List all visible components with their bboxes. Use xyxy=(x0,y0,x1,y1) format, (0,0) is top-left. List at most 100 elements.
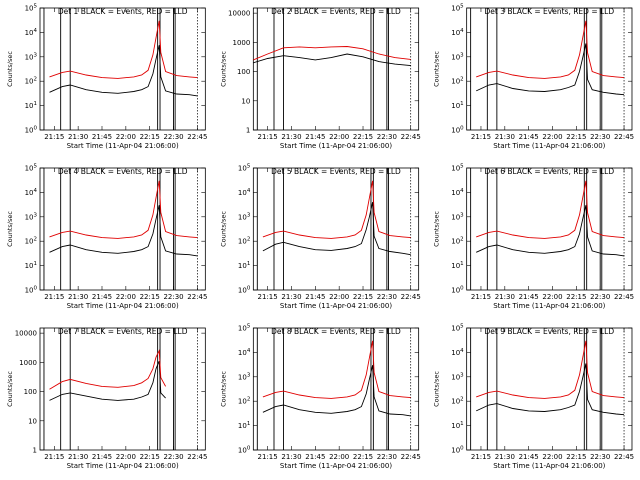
plot-frame xyxy=(252,167,420,291)
x-tick-label: 22:15 xyxy=(566,453,586,461)
y-tick-label: 10 xyxy=(28,417,37,425)
y-tick-label: 104 xyxy=(238,348,251,357)
y-tick-label: 100 xyxy=(451,126,464,135)
x-tick-label: 21:45 xyxy=(305,133,325,141)
events-series-line xyxy=(476,43,625,96)
lld-series-line xyxy=(476,340,625,399)
y-tick-label: 102 xyxy=(451,77,463,86)
y-tick-label: 102 xyxy=(238,397,250,406)
detector-panel-2: Det 2 BLACK = Events, RED = LLD 1 10 100 100… xyxy=(219,7,420,150)
x-tick-label: 21:30 xyxy=(281,293,301,301)
x-tick-label: 22:30 xyxy=(377,453,397,461)
x-tick-label: 22:30 xyxy=(377,133,397,141)
y-axis-label: Counts/sec xyxy=(219,371,227,407)
x-tick-label: 21:45 xyxy=(519,453,539,461)
panel-title: Det 1 BLACK = Events, RED = LLD xyxy=(58,7,188,16)
y-tick-label: 10000 xyxy=(228,10,250,18)
x-axis-label: Start Time (11-Apr-04 21:06:00) xyxy=(493,462,605,470)
y-tick-label: 105 xyxy=(25,4,38,13)
x-tick-label: 22:15 xyxy=(353,293,373,301)
x-tick-label: 22:45 xyxy=(187,453,207,461)
x-tick-label: 21:45 xyxy=(92,453,112,461)
y-tick-label: 100 xyxy=(238,446,251,455)
y-tick-label: 104 xyxy=(451,188,464,197)
y-tick-label: 105 xyxy=(451,4,464,13)
lld-series-line xyxy=(253,46,411,61)
x-tick-label: 22:00 xyxy=(116,133,136,141)
detector-panel-5: Det 5 BLACK = Events, RED = LLD 100 101 102… xyxy=(219,164,420,311)
x-tick-label: 21:15 xyxy=(258,293,278,301)
y-tick-label: 103 xyxy=(238,372,251,381)
x-tick-label: 21:15 xyxy=(44,293,64,301)
x-tick-label: 21:30 xyxy=(68,453,88,461)
x-tick-label: 22:45 xyxy=(187,293,207,301)
panel-title: Det 5 BLACK = Events, RED = LLD xyxy=(271,167,401,176)
x-tick-label: 22:00 xyxy=(542,133,562,141)
x-tick-label: 22:15 xyxy=(566,133,586,141)
y-tick-label: 105 xyxy=(238,164,251,173)
y-tick-label: 102 xyxy=(238,237,250,246)
x-axis-label: Start Time (11-Apr-04 21:06:00) xyxy=(280,462,392,470)
y-tick-label: 10 xyxy=(241,97,250,105)
detector-panel-4: Det 4 BLACK = Events, RED = LLD 100 101 102… xyxy=(6,164,207,311)
x-axis-label: Start Time (11-Apr-04 21:06:00) xyxy=(493,302,605,310)
x-tick-label: 22:00 xyxy=(329,453,349,461)
x-tick-label: 22:30 xyxy=(590,293,610,301)
plot-frame xyxy=(466,7,633,131)
y-tick-label: 102 xyxy=(25,237,37,246)
y-tick-label: 102 xyxy=(451,237,463,246)
y-tick-label: 100 xyxy=(237,68,250,76)
detector-panel-9: Det 9 BLACK = Events, RED = LLD 100 101 102… xyxy=(433,324,634,471)
events-series-line xyxy=(253,53,411,67)
events-series-line xyxy=(262,365,411,417)
x-tick-label: 21:15 xyxy=(471,293,491,301)
x-tick-label: 22:30 xyxy=(163,293,183,301)
x-tick-label: 22:15 xyxy=(140,133,160,141)
events-series-line xyxy=(476,363,625,416)
x-tick-label: 22:45 xyxy=(614,133,634,141)
plot-frame xyxy=(252,7,420,131)
x-tick-label: 22:00 xyxy=(542,453,562,461)
y-tick-label: 101 xyxy=(238,421,250,430)
y-tick-label: 103 xyxy=(25,212,38,221)
x-axis-label: Start Time (11-Apr-04 21:06:00) xyxy=(280,302,392,310)
y-tick-label: 105 xyxy=(451,324,464,333)
detector-panel-8: Det 8 BLACK = Events, RED = LLD 100 101 102… xyxy=(219,324,420,471)
y-tick-label: 101 xyxy=(238,261,250,270)
detector-panel-3: Det 3 BLACK = Events, RED = LLD 100 101 102… xyxy=(433,4,634,151)
lld-series-line xyxy=(476,180,625,239)
y-axis-label: Counts/sec xyxy=(433,51,441,87)
y-tick-label: 104 xyxy=(25,28,38,37)
x-tick-label: 22:00 xyxy=(329,293,349,301)
x-tick-label: 21:30 xyxy=(281,453,301,461)
panel-title: Det 3 BLACK = Events, RED = LLD xyxy=(484,7,614,16)
events-series-line xyxy=(262,202,411,256)
x-tick-label: 21:45 xyxy=(519,133,539,141)
y-tick-label: 100 xyxy=(451,446,464,455)
x-tick-label: 22:45 xyxy=(614,293,634,301)
y-tick-label: 103 xyxy=(25,52,38,61)
y-tick-label: 103 xyxy=(451,212,464,221)
x-tick-label: 21:15 xyxy=(471,133,491,141)
y-axis-label: Counts/sec xyxy=(433,371,441,407)
y-tick-label: 100 xyxy=(24,388,37,396)
x-tick-label: 22:45 xyxy=(401,453,421,461)
y-tick-label: 105 xyxy=(451,164,464,173)
y-tick-label: 1 xyxy=(33,447,37,455)
y-tick-label: 1000 xyxy=(233,39,251,47)
x-tick-label: 22:15 xyxy=(566,293,586,301)
detector-panel-6: Det 6 BLACK = Events, RED = LLD 100 101 102… xyxy=(433,164,634,311)
x-tick-label: 22:00 xyxy=(116,293,136,301)
x-tick-label: 21:30 xyxy=(281,133,301,141)
x-tick-label: 22:15 xyxy=(353,453,373,461)
y-tick-label: 101 xyxy=(25,261,37,270)
x-tick-label: 22:45 xyxy=(187,133,207,141)
x-tick-label: 21:30 xyxy=(495,453,515,461)
lld-series-line xyxy=(49,180,198,239)
panel-title: Det 6 BLACK = Events, RED = LLD xyxy=(484,167,614,176)
y-tick-label: 103 xyxy=(238,212,251,221)
y-tick-label: 103 xyxy=(451,372,464,381)
y-tick-label: 100 xyxy=(25,286,38,295)
y-axis-label: Counts/sec xyxy=(219,211,227,247)
x-tick-label: 22:00 xyxy=(542,293,562,301)
